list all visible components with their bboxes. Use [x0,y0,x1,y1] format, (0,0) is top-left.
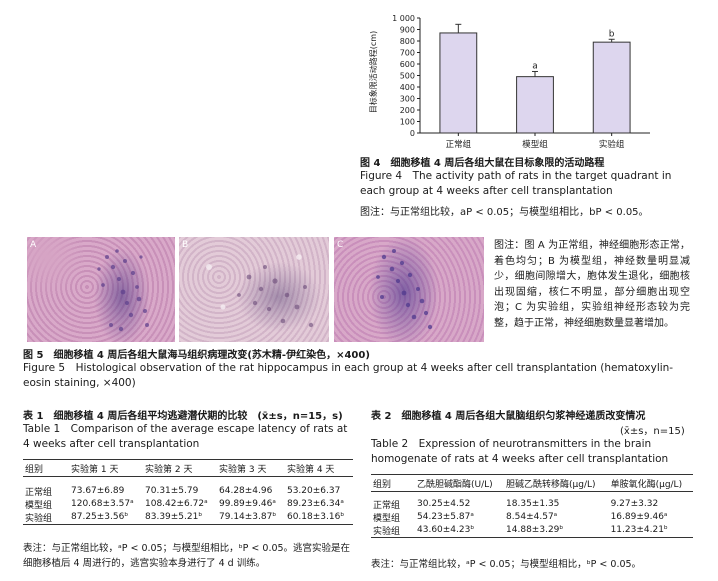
table1-cell: 89.23±6.34ᵃ [286,499,344,509]
figure4-caption-en: Figure 4 The activity path of rats in th… [360,170,672,197]
table-row: 正常组 30.25±4.52 18.35±1.35 9.27±3.32 [371,498,693,511]
histology-texture-c [376,249,433,330]
table-row: 实验组 43.60±4.23ᵇ 14.88±3.29ᵇ 11.23±4.21ᵇ [371,524,693,537]
figure5-caption-en: Figure 5 Histological observation of the… [23,362,674,389]
figure4-bar-chart: a b 0 100 200 300 400 500 600 700 800 900 1 000 正常组… [368,14,650,150]
figure4-caption-cn: 图 4 细胞移植 4 周后各组大鼠在目标象限的活动路程 [360,158,605,169]
table2: 组别 乙酰胆碱酯酶(U/L) 胆碱乙酰转移酶(μg/L) 单胺氧化酶(μg/L)… [371,474,693,538]
significance-label: a [532,61,538,71]
y-tick-label: 400 [400,83,415,92]
table-row: 模型组 54.23±5.87ᵃ 8.54±4.57ᵃ 16.89±9.46ᵃ [371,511,693,524]
table2-cell: 30.25±4.52 [417,499,471,509]
table1-cell: 83.39±5.21ᵇ [145,512,203,522]
histology-panel-a: A [27,237,175,342]
table1-header-cell: 组别 [25,464,44,475]
table2-note: 表注：与正常组比较，ᵃP < 0.05；与模型组相比，ᵇP < 0.05。 [371,559,642,570]
panel-label-a: A [30,240,37,250]
y-tick-label: 100 [400,118,415,127]
table1-cell: 实验组 [25,513,53,524]
table1-cell: 60.18±3.16ᵇ [286,512,345,522]
table1-cell: 53.20±6.37 [286,486,341,496]
histology-panel-c: C [334,237,484,342]
table1-header-cell: 实验第 2 天 [145,464,193,475]
table1-cell: 99.89±9.46ᵃ [219,499,276,509]
table2-cell: 43.60±4.23ᵇ [417,525,475,535]
table1-header-cell: 实验第 4 天 [286,464,335,475]
y-tick-label: 900 [400,26,415,35]
table1-cell: 模型组 [25,500,53,511]
table1-cell: 79.14±3.87ᵇ [219,512,277,522]
table2-cell: 54.23±5.87ᵃ [417,512,474,522]
table2-cell: 18.35±1.35 [506,499,560,509]
table1-note: 表注：与正常组比较，ᵃP < 0.05；与模型组相比，ᵇP < 0.05。逃宫实… [23,543,351,569]
figure5-side-note: 图注：图 A 为正常组，神经细胞形态正常，着色均匀；B 为模型组，神经数量明显减… [494,240,690,329]
bar [439,32,478,134]
table2-cell: 实验组 [373,526,401,537]
table2-cell: 16.89±9.46ᵃ [610,512,668,522]
y-tick-label: 700 [400,49,415,58]
y-tick-label: 800 [400,37,415,46]
y-tick-label: 1 000 [392,14,415,23]
table1-title-en: Table 1 Comparison of the average escape… [23,423,348,450]
table2-header-cell: 乙酰胆碱酯酶(U/L) [417,479,493,490]
table1-header-cell: 实验第 3 天 [219,464,267,475]
table2-cell: 模型组 [373,513,401,524]
table1-header-cell: 实验第 1 天 [71,464,119,475]
table2-header-cell: 单胺氧化酶(μg/L) [610,479,683,490]
panel-label-b: B [182,240,189,250]
table2-cell: 9.27±3.32 [610,499,659,509]
figure4-y-axis-label: 目标象限活动路程(cm) [368,31,378,113]
bar [516,76,554,134]
table2-title-stats: (x̄±s，n=15) [620,426,685,437]
table2-header-cell: 胆碱乙酰转移酶(μg/L) [506,479,596,490]
histology-texture-a [97,249,149,332]
x-tick-label: 模型组 [522,139,548,150]
table2-header-cell: 组别 [373,479,392,490]
table-row: 实验组 87.25±3.56ᵇ 83.39±5.21ᵇ 79.14±3.87ᵇ … [23,511,353,524]
table1-cell: 64.28±4.96 [219,486,273,496]
table1-cell: 73.67±6.89 [71,486,125,496]
y-tick-label: 0 [410,129,415,138]
table1-cell: 70.31±5.79 [145,486,199,496]
table1-header-row: 组别 实验第 1 天 实验第 2 天 实验第 3 天 实验第 4 天 [23,459,353,477]
histology-panel-b: B [179,237,329,342]
table1-cell: 87.25±3.56ᵇ [71,512,129,522]
table2-title-cn: 表 2 细胞移植 4 周后各组大鼠脑组织匀浆神经递质改变情况 [371,411,646,422]
panel-label-c: C [337,240,344,250]
figure4-note: 图注：与正常组比较，aP < 0.05；与模型组相比，bP < 0.05。 [360,207,649,218]
y-tick-label: 200 [400,106,415,115]
table2-cell: 正常组 [373,500,401,511]
table1: 组别 实验第 1 天 实验第 2 天 实验第 3 天 实验第 4 天 正常组 7… [23,459,353,525]
y-tick-label: 300 [400,95,415,104]
table2-cell: 11.23±4.21ᵇ [610,525,668,535]
table-row: 模型组 120.68±3.57ᵃ 108.42±6.72ᵃ 99.89±9.46… [23,498,353,511]
table-row: 正常组 73.67±6.89 70.31±5.79 64.28±4.96 53.… [23,485,353,498]
bar [592,41,631,134]
table1-cell: 108.42±6.72ᵃ [145,499,208,509]
y-tick-label: 500 [400,72,415,81]
table1-cell: 120.68±3.57ᵃ [71,499,134,509]
figure5-caption-cn: 图 5 细胞移植 4 周后各组大鼠海马组织病理改变(苏木精-伊红染色，×400) [23,350,370,361]
table2-title-en: Table 2 Expression of neurotransmitters … [371,438,669,465]
y-tick-label: 600 [400,60,415,69]
x-tick-label: 实验组 [599,139,625,150]
table2-header-row: 组别 乙酰胆碱酯酶(U/L) 胆碱乙酰转移酶(μg/L) 单胺氧化酶(μg/L) [371,474,693,492]
table2-cell: 8.54±4.57ᵃ [506,512,558,522]
table2-cell: 14.88±3.29ᵇ [506,525,564,535]
x-tick-label: 正常组 [446,139,472,150]
table1-title-cn: 表 1 细胞移植 4 周后各组平均逃避潜伏期的比较 (x̄±s，n=15，s) [23,411,343,422]
significance-label: b [609,29,615,39]
histology-texture-b [206,254,314,328]
table1-cell: 正常组 [25,487,53,498]
